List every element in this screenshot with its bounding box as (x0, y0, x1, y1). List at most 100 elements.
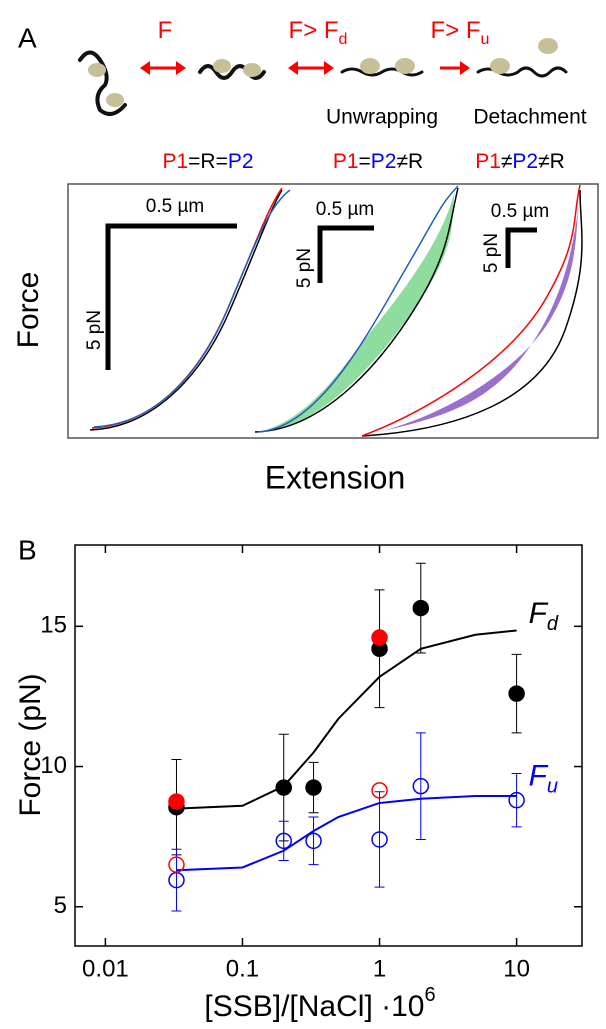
protein (395, 58, 415, 74)
error-bar (278, 820, 289, 861)
scale-bars (105, 223, 537, 370)
scale-label: 0.5 µm (146, 196, 204, 217)
molecule-diagram (78, 38, 568, 116)
panel-label: A (18, 22, 37, 53)
x-axis-label-sup: 6 (424, 984, 435, 1006)
error-bar (308, 816, 319, 866)
trace (93, 189, 291, 428)
trace (361, 184, 581, 437)
axis-label: Extension (265, 459, 406, 495)
scale-label: 0.5 µm (491, 201, 549, 222)
y-tick-label: 5 (54, 892, 67, 919)
data-point (371, 782, 388, 799)
x-tick-label: 0.1 (226, 955, 259, 982)
data-point (412, 599, 430, 617)
data-point (305, 832, 322, 850)
scale-label: 5 pN (294, 248, 315, 288)
trace (254, 187, 459, 433)
axis-label: Force (12, 272, 45, 349)
plot-frame (74, 544, 583, 947)
force-label-text: F (158, 17, 173, 44)
condition-part: ≠R (396, 150, 423, 173)
scale-bar (505, 227, 537, 268)
x-tick-label: 0.01 (82, 955, 129, 982)
protein (490, 58, 510, 74)
fit-curve (176, 629, 517, 810)
y-tick-label: 10 (40, 752, 67, 779)
scale-label: 5 pN (481, 233, 502, 273)
curve-label-text: F (529, 760, 549, 793)
y-tick-label: 15 (40, 612, 67, 639)
force-label-sub: d (339, 31, 348, 48)
fit-curve (176, 794, 517, 872)
condition-part: = (359, 150, 371, 173)
x-axis-label-text: [SSB]/[NaCl] ·10 (204, 990, 424, 1023)
force-label: F> Fd (289, 17, 348, 48)
error-bar (374, 791, 385, 888)
condition-label: P1≠P2≠R (475, 150, 565, 173)
x-axis-label: [SSB]/[NaCl] ·106 (204, 984, 435, 1023)
scale-bar (105, 223, 237, 370)
data-point (412, 777, 430, 795)
condition-label: P1=R=P2 (162, 150, 253, 173)
protein (213, 59, 231, 73)
step-label: Detachment (473, 106, 586, 129)
data-point (168, 793, 185, 810)
trace (257, 185, 459, 433)
arrow-head (140, 61, 186, 75)
condition-part: P1 (475, 150, 501, 173)
force-arrows (140, 61, 470, 75)
scale-label: 5 pN (84, 310, 105, 350)
curve-label-text: F (529, 597, 549, 630)
panel-label: B (18, 534, 37, 565)
protein (106, 93, 124, 107)
condition-part: =R= (188, 150, 228, 173)
condition-part: P2 (371, 150, 397, 173)
condition-part: P2 (228, 150, 254, 173)
force-label-sub: u (481, 31, 490, 48)
force-label: F (158, 17, 173, 44)
condition-part: ≠ (501, 150, 513, 173)
arrow-head (460, 61, 470, 75)
traces (89, 184, 583, 437)
data-point (305, 779, 322, 796)
condition-part: P2 (512, 150, 538, 173)
step-label: Unwrapping (326, 106, 438, 129)
data-point (275, 779, 292, 796)
scale-bar (317, 225, 374, 283)
force-label: F> Fu (431, 17, 490, 48)
condition-part: P1 (333, 150, 359, 173)
force-label-text: F> F (289, 17, 339, 44)
curve-label: Fu (529, 760, 558, 798)
protein (88, 63, 106, 77)
y-axis-label: Force (pN) (14, 673, 47, 816)
data-point (508, 791, 525, 809)
error-bar (171, 848, 182, 912)
curve-label: Fd (529, 597, 559, 635)
force-label-text: F> F (431, 17, 481, 44)
scale-label: 0.5 µm (316, 199, 374, 220)
error-bar (415, 732, 426, 840)
x-tick-label: 10 (503, 955, 530, 982)
condition-part: ≠R (538, 150, 565, 173)
curve-label-sub: u (547, 776, 558, 798)
trace (361, 189, 583, 437)
condition-part: P1 (162, 150, 188, 173)
data-point (508, 685, 525, 702)
arrow-head (288, 61, 334, 75)
condition-label: P1=P2≠R (333, 150, 423, 173)
x-tick-label: 1 (373, 955, 386, 982)
protein (360, 58, 380, 74)
curve-label-sub: d (547, 613, 559, 635)
protein (538, 38, 558, 54)
data-point (371, 629, 388, 646)
data-point (371, 831, 388, 848)
data-point (168, 856, 185, 873)
data-point (275, 832, 292, 850)
protein (243, 63, 261, 77)
error-bar (511, 773, 522, 828)
molecule (78, 50, 127, 116)
trace-box (67, 183, 599, 439)
molecule (340, 67, 424, 77)
